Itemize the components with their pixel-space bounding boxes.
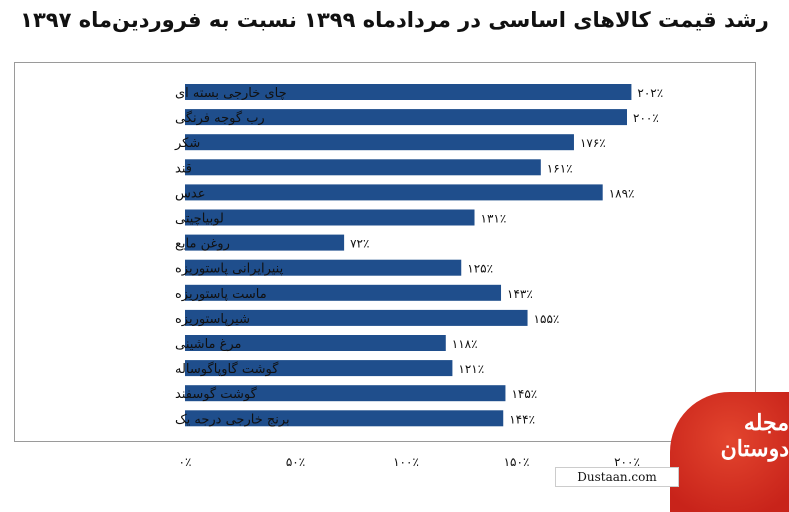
bar	[185, 385, 506, 402]
data-label: ۱۴۴٪	[509, 412, 535, 426]
bar	[185, 234, 345, 251]
bar	[185, 410, 504, 427]
data-label: ۱۵۵٪	[534, 312, 560, 326]
plot-area: چای خارجی بسته ای ۲۰۲٪ رب گوجه فرنگی ۲۰۰٪ شک…	[14, 62, 756, 469]
bar	[185, 159, 541, 176]
category-label: مرغ ماشینی	[175, 337, 242, 352]
bar	[185, 134, 574, 151]
x-tick-label: ۱۰۰٪	[393, 455, 419, 469]
data-label: ۱۲۵٪	[467, 262, 493, 276]
x-tick-label: ۱۵۰٪	[504, 455, 530, 469]
bar	[185, 259, 462, 276]
category-label: برنج خارجی درجه یک	[175, 412, 290, 427]
category-label: چای خارجی بسته ای	[175, 86, 287, 101]
category-label: ماست پاستوریزه	[175, 287, 267, 302]
x-tick-label: ۲۰۰٪	[614, 455, 640, 469]
category-label: شیرپاستوریزه	[175, 312, 250, 327]
category-label: شکر	[174, 136, 200, 151]
bar	[185, 84, 632, 100]
watermark-logo-text: مجله دوستان	[720, 410, 789, 462]
data-label: ۱۴۵٪	[511, 387, 537, 401]
category-label: گوشت گاوپاگوساله	[175, 361, 279, 377]
bar	[185, 309, 528, 326]
bar	[185, 209, 475, 226]
data-label: ۱۳۱٪	[481, 212, 507, 226]
data-label: ۲۰۲٪	[637, 86, 663, 100]
category-label: قند	[175, 161, 192, 176]
data-label: ۱۶۱٪	[547, 161, 573, 175]
category-label: پنیرایرانی پاستوریزه	[175, 262, 284, 277]
bar	[185, 284, 502, 301]
bar	[185, 109, 627, 126]
data-label: ۱۲۱٪	[458, 362, 484, 376]
bar	[185, 335, 446, 351]
data-label: ۲۰۰٪	[633, 111, 659, 125]
category-label: عدس	[175, 186, 205, 201]
data-label: ۱۷۶٪	[580, 136, 606, 150]
bar	[185, 360, 453, 377]
category-label: رب گوجه فرنگی	[175, 110, 265, 126]
data-label: ۱۱۸٪	[452, 337, 478, 351]
chart-title: رشد قیمت کالاهای اساسی در مردادماه ۱۳۹۹ …	[20, 8, 769, 32]
watermark-site: Dustaan.com	[555, 467, 679, 487]
category-label: گوشت گوسفند	[175, 386, 258, 402]
data-label: ۷۲٪	[350, 237, 369, 251]
bar	[185, 184, 603, 201]
category-label: روغن مایع	[175, 237, 230, 252]
x-tick-label: ۵۰٪	[286, 455, 305, 469]
bar-chart: چای خارجی بسته ای ۲۰۲٪ رب گوجه فرنگی ۲۰۰٪ شک…	[174, 84, 663, 469]
data-label: ۱۴۳٪	[507, 287, 533, 301]
data-label: ۱۸۹٪	[609, 186, 635, 200]
x-tick-label: ۰٪	[179, 455, 192, 469]
category-label: لوبیاچیتی	[175, 212, 224, 227]
